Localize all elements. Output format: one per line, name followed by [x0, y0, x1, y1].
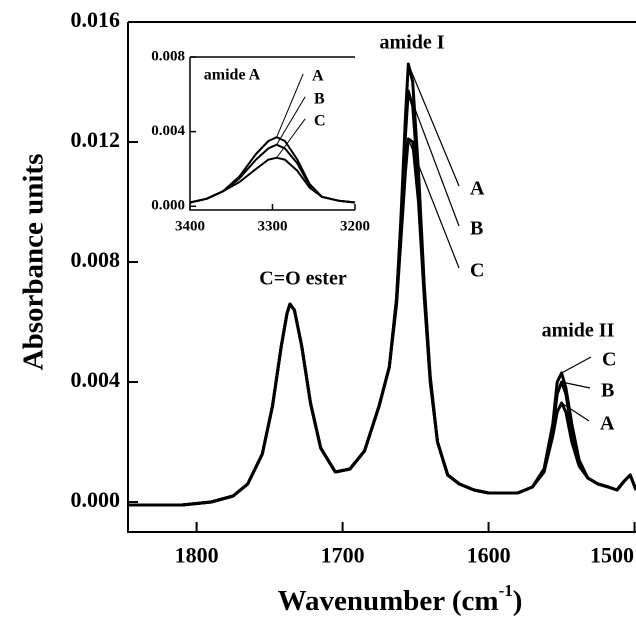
y-tick-label: 0.000: [71, 487, 121, 512]
axes-frame: [189, 56, 355, 211]
x-tick-label: 3300: [258, 219, 288, 235]
pointer-line: [561, 402, 590, 422]
x-tick-label: 1500: [590, 542, 634, 567]
x-axis-label-end: ): [513, 585, 523, 617]
x-axis-label-sup: -1: [499, 581, 513, 600]
y-tick-label: 0.004: [151, 123, 185, 139]
spectrum-line: [128, 62, 636, 507]
series-label: C: [602, 349, 616, 371]
series-label: A: [600, 413, 615, 435]
spectrum-line: [128, 137, 636, 507]
pointer-line: [561, 381, 591, 389]
pointer-line: [407, 138, 460, 269]
y-axis-label: Absorbance units: [18, 154, 50, 371]
x-tick-label: 1800: [175, 542, 219, 567]
series-label: B: [601, 380, 614, 402]
x-axis-label: Wavenumber (cm-1): [278, 581, 523, 617]
y-tick-label: 0.004: [71, 367, 121, 392]
spectrum-line: [189, 156, 356, 204]
y-tick-label: 0.008: [71, 247, 121, 272]
series-label: C: [470, 260, 484, 282]
x-axis-label-text: Wavenumber (cm: [278, 585, 499, 617]
x-tick-label: 1700: [321, 542, 365, 567]
annotation: C=O ester: [259, 268, 347, 290]
pointer-line: [407, 63, 460, 187]
x-tick-label: 3400: [175, 219, 205, 235]
pointer-line: [561, 356, 592, 374]
x-tick-label: 1600: [467, 542, 511, 567]
annotation: amide I: [380, 32, 445, 54]
x-tick-label: 3200: [340, 219, 370, 235]
series-label: A: [470, 178, 485, 200]
y-tick-label: 0.012: [71, 127, 121, 152]
pointer-line: [407, 90, 460, 227]
y-tick-label: 0.016: [71, 7, 121, 32]
pointer-line: [276, 96, 306, 145]
y-tick-label: 0.000: [151, 198, 185, 214]
pointer-line: [276, 73, 304, 138]
series-label: B: [314, 91, 325, 108]
series-label: B: [470, 218, 483, 240]
axes-frame: [127, 21, 636, 533]
annotation: amide A: [204, 67, 261, 84]
annotation: amide II: [542, 320, 615, 342]
spectrum-line: [189, 143, 356, 204]
spectrum-line: [128, 89, 636, 507]
series-label: A: [312, 68, 324, 85]
y-tick-label: 0.008: [151, 48, 185, 64]
series-label: C: [314, 113, 326, 130]
pointer-line: [276, 118, 306, 159]
